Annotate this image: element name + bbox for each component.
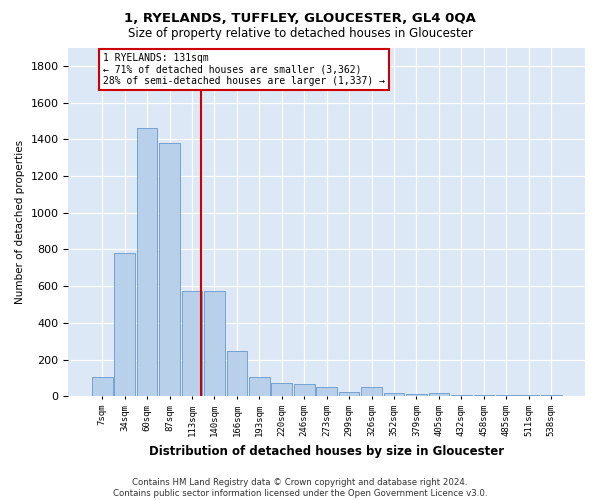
Text: 1, RYELANDS, TUFFLEY, GLOUCESTER, GL4 0QA: 1, RYELANDS, TUFFLEY, GLOUCESTER, GL4 0Q… [124,12,476,26]
Bar [316,387,337,396]
Bar [92,377,113,396]
Bar [182,290,202,397]
Bar [428,392,449,396]
Bar [159,143,180,397]
Y-axis label: Number of detached properties: Number of detached properties [15,140,25,304]
Bar [204,290,225,397]
Bar [115,253,135,396]
Bar [271,382,292,396]
Text: Contains HM Land Registry data © Crown copyright and database right 2024.
Contai: Contains HM Land Registry data © Crown c… [113,478,487,498]
Bar [361,387,382,396]
X-axis label: Distribution of detached houses by size in Gloucester: Distribution of detached houses by size … [149,444,504,458]
Bar [294,384,314,396]
Bar [249,377,269,396]
Text: 1 RYELANDS: 131sqm
← 71% of detached houses are smaller (3,362)
28% of semi-deta: 1 RYELANDS: 131sqm ← 71% of detached hou… [103,53,385,86]
Bar [339,392,359,396]
Bar [406,394,427,396]
Bar [137,128,157,396]
Text: Size of property relative to detached houses in Gloucester: Size of property relative to detached ho… [128,28,473,40]
Bar [384,392,404,396]
Bar [227,352,247,397]
